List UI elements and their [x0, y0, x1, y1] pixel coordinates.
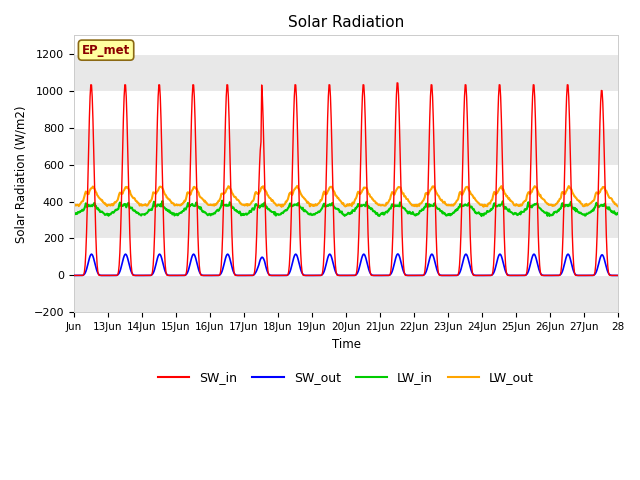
Bar	[74, 128, 618, 165]
Bar	[74, 276, 618, 312]
X-axis label: Time: Time	[332, 337, 360, 351]
Y-axis label: Solar Radiation (W/m2): Solar Radiation (W/m2)	[15, 105, 28, 242]
Legend: SW_in, SW_out, LW_in, LW_out: SW_in, SW_out, LW_in, LW_out	[153, 366, 539, 389]
Title: Solar Radiation: Solar Radiation	[288, 15, 404, 30]
Bar	[74, 202, 618, 239]
Text: EP_met: EP_met	[82, 44, 130, 57]
Bar	[74, 54, 618, 91]
